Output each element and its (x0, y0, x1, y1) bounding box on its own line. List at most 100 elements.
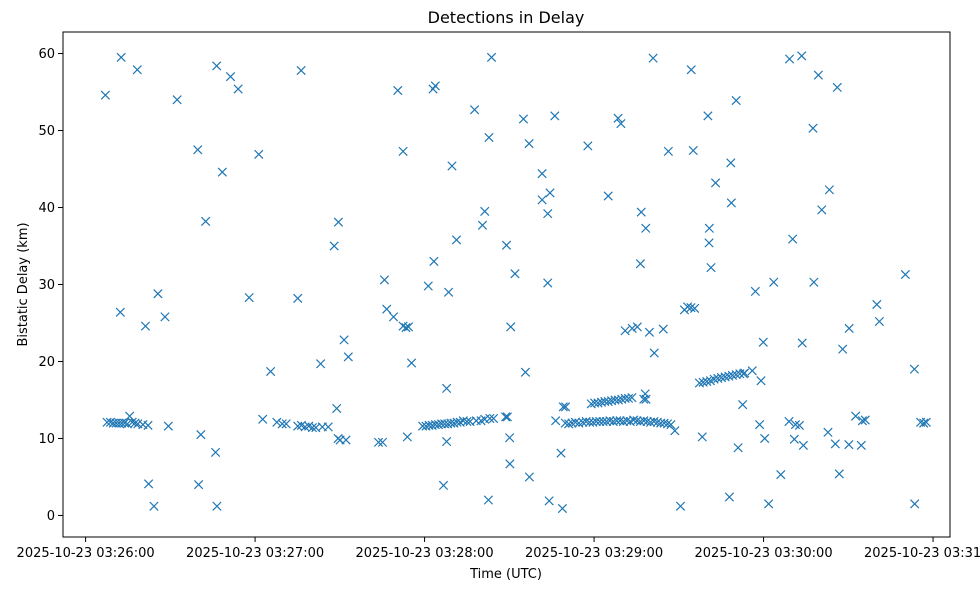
data-point-x-marker (874, 316, 885, 327)
data-point-x-marker (163, 421, 173, 431)
y-axis-label: Bistatic Delay (km) (16, 222, 31, 346)
data-point-x-marker (504, 433, 515, 443)
data-point-x-marker (635, 259, 646, 269)
data-point-x-marker (116, 52, 126, 63)
data-point-x-marker (648, 53, 658, 63)
data-point-x-marker (641, 394, 651, 404)
data-point-x-marker (641, 223, 651, 233)
data-point-x-marker (649, 348, 659, 358)
data-point-x-marker (636, 207, 646, 217)
data-point-x-marker (663, 146, 673, 156)
data-point-x-marker (632, 416, 642, 426)
data-point-x-marker (379, 275, 390, 285)
data-point-x-marker (130, 418, 140, 428)
data-point-x-marker (776, 470, 786, 480)
data-point-x-marker (277, 419, 287, 429)
data-point-x-marker (567, 418, 577, 428)
data-point-x-marker (727, 370, 738, 380)
data-point-x-marker (658, 324, 668, 334)
data-point-x-marker (483, 495, 494, 505)
data-point-x-marker (688, 145, 698, 156)
data-point-x-marker (750, 286, 760, 297)
data-point-x-marker (469, 105, 480, 115)
data-point-x-marker (544, 496, 554, 506)
data-point-x-marker (557, 503, 568, 514)
data-point-x-marker (510, 269, 520, 279)
data-point-x-marker (642, 416, 652, 427)
data-point-x-marker (627, 393, 637, 403)
y-tick-label: 50 (38, 124, 55, 139)
data-point-x-marker (560, 402, 571, 412)
data-point-x-marker (438, 480, 449, 491)
data-point-x-marker (694, 378, 705, 388)
data-point-x-marker (618, 416, 629, 427)
data-point-x-marker (690, 303, 700, 313)
data-point-x-marker (724, 371, 734, 381)
data-point-x-marker (343, 352, 353, 362)
data-point-x-marker (740, 368, 750, 378)
data-point-x-marker (856, 440, 866, 451)
data-point-x-marker (406, 358, 417, 368)
y-tick-label: 40 (38, 201, 55, 216)
data-point-x-marker (756, 376, 766, 386)
data-point-x-marker (686, 302, 696, 313)
data-point-x-marker (860, 415, 870, 425)
data-point-x-marker (296, 65, 306, 76)
data-point-x-marker (644, 327, 655, 337)
data-point-x-marker (797, 51, 807, 61)
data-point-x-marker (632, 322, 642, 332)
data-point-x-marker (443, 287, 454, 297)
x-tick-label: 2025-10-23 03:28:00 (356, 546, 494, 561)
data-point-x-marker (377, 437, 388, 447)
data-point-x-marker (172, 95, 182, 105)
data-point-x-marker (558, 402, 568, 412)
data-point-x-marker (403, 322, 414, 332)
data-point-x-marker (623, 393, 634, 404)
y-tick-label: 30 (38, 278, 55, 293)
data-point-x-marker (872, 299, 882, 310)
data-point-x-marker (639, 394, 649, 404)
data-point-x-marker (537, 195, 547, 205)
data-point-x-marker (225, 72, 236, 82)
data-point-x-marker (537, 169, 547, 179)
data-point-x-marker (524, 138, 534, 149)
data-point-x-marker (484, 132, 494, 143)
data-point-x-marker (830, 439, 840, 449)
data-point-x-marker (704, 223, 714, 233)
data-point-x-marker (160, 312, 170, 322)
data-point-x-marker (281, 419, 291, 429)
data-point-x-marker (398, 146, 408, 156)
data-point-x-marker (921, 417, 931, 427)
data-point-x-marker (441, 436, 452, 447)
data-point-x-marker (851, 411, 861, 421)
data-point-x-marker (595, 416, 605, 427)
data-point-x-marker (620, 326, 630, 336)
data-point-x-marker (832, 82, 842, 93)
y-axis: 0 10 20 30 40 50 60 (38, 47, 63, 524)
data-point-x-marker (813, 70, 823, 80)
data-point-x-marker (388, 312, 399, 322)
data-point-x-marker (339, 335, 349, 345)
data-point-x-marker (834, 469, 844, 479)
x-axis: 2025-10-23 03:26:00 2025-10-23 03:27:00 20… (17, 537, 980, 561)
data-point-x-marker (543, 209, 553, 219)
data-points (100, 51, 931, 514)
data-point-x-marker (429, 256, 439, 267)
data-point-x-marker (726, 158, 736, 168)
data-point-x-marker (543, 278, 553, 288)
data-point-x-marker (266, 366, 276, 377)
data-point-x-marker (293, 293, 303, 303)
data-point-x-marker (212, 61, 222, 71)
data-point-x-marker (545, 188, 555, 198)
data-point-x-marker (505, 459, 515, 469)
data-point-x-marker (316, 359, 326, 369)
data-point-x-marker (551, 416, 561, 426)
data-point-x-marker (430, 81, 440, 91)
data-point-x-marker (401, 322, 411, 333)
data-point-x-marker (300, 422, 310, 432)
data-point-x-marker (720, 372, 730, 382)
data-point-x-marker (645, 417, 656, 427)
plot-area (62, 31, 951, 538)
data-point-x-marker (662, 419, 673, 429)
data-point-x-marker (844, 323, 854, 334)
